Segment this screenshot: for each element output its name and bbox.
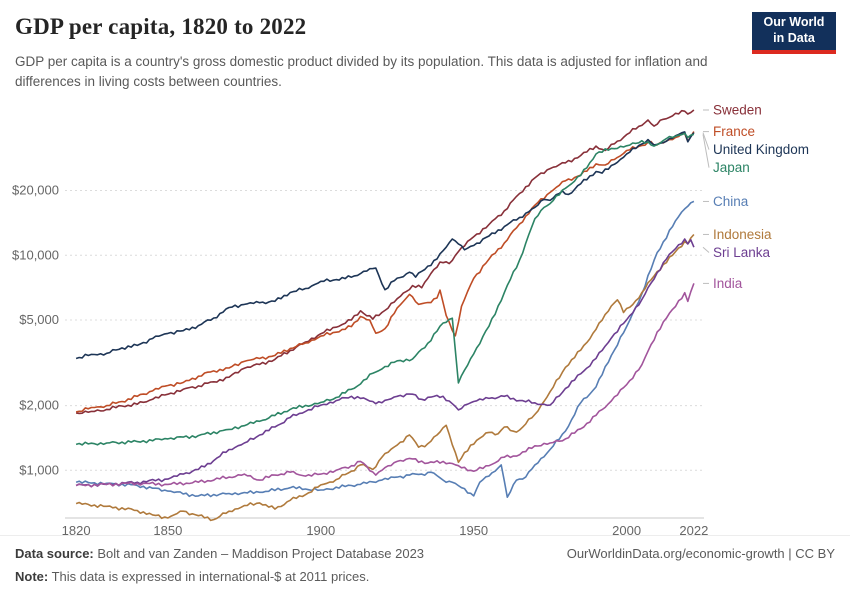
x-tick-label: 1900: [306, 523, 335, 538]
x-tick-label: 1950: [459, 523, 488, 538]
x-tick-label: 1820: [62, 523, 91, 538]
data-source-label: Data source:: [15, 546, 94, 561]
series-line-japan[interactable]: [75, 132, 695, 446]
series-label-indonesia[interactable]: Indonesia: [713, 227, 772, 242]
note-line: Note: This data is expressed in internat…: [15, 569, 369, 584]
series-line-france[interactable]: [75, 131, 695, 413]
chart-subtitle: GDP per capita is a country's gross dome…: [15, 54, 708, 89]
note-label: Note:: [15, 569, 49, 584]
series-label-sri-lanka[interactable]: Sri Lanka: [713, 245, 771, 260]
owid-logo-line2: in Data: [773, 31, 815, 45]
series-line-indonesia[interactable]: [75, 233, 695, 522]
y-tick-label: $20,000: [12, 183, 59, 198]
page-title: GDP per capita, 1820 to 2022: [15, 14, 307, 39]
series-label-india[interactable]: India: [713, 276, 743, 291]
owid-logo-line1: Our World: [763, 15, 825, 30]
label-connector: [702, 134, 710, 168]
data-source-line: Data source: Bolt and van Zanden – Maddi…: [15, 546, 424, 561]
owid-logo[interactable]: Our World in Data: [752, 12, 836, 54]
series-label-japan[interactable]: Japan: [713, 160, 750, 175]
series-label-sweden[interactable]: Sweden: [713, 102, 762, 117]
note-text: This data is expressed in international-…: [48, 569, 370, 584]
x-tick-label: 2022: [679, 523, 708, 538]
y-tick-label: $2,000: [19, 398, 59, 413]
label-connector: [702, 246, 710, 253]
series-line-sri-lanka[interactable]: [75, 238, 695, 488]
owid-url-link[interactable]: OurWorldinData.org/economic-growth | CC …: [566, 546, 835, 561]
series-line-india[interactable]: [75, 283, 695, 488]
series-line-china[interactable]: [75, 200, 695, 499]
y-tick-label: $5,000: [19, 312, 59, 327]
series-label-china[interactable]: China: [713, 194, 749, 209]
y-tick-label: $1,000: [19, 462, 59, 477]
x-tick-label: 2000: [612, 523, 641, 538]
x-tick-label: 1850: [153, 523, 182, 538]
data-source-text: Bolt and van Zanden – Maddison Project D…: [93, 546, 425, 561]
series-label-france[interactable]: France: [713, 124, 755, 139]
series-line-sweden[interactable]: [75, 109, 695, 415]
y-tick-label: $10,000: [12, 247, 59, 262]
chart-footer: Data source: Bolt and van Zanden – Maddi…: [0, 535, 850, 600]
series-line-united-kingdom[interactable]: [75, 131, 695, 360]
label-connector: [702, 132, 710, 150]
series-label-united-kingdom[interactable]: United Kingdom: [713, 142, 809, 157]
